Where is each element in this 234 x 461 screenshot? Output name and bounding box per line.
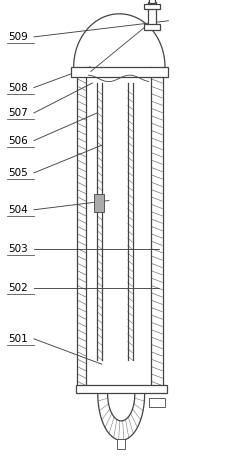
Bar (76, 385, 167, 393)
Bar (94, 194, 104, 212)
Text: 506: 506 (8, 136, 28, 146)
Bar (71, 67, 168, 77)
Text: 501: 501 (8, 334, 28, 344)
Bar (148, 2, 156, 28)
Bar (149, 0, 155, 3)
Bar (117, 439, 125, 449)
Text: 503: 503 (8, 244, 28, 254)
Text: 504: 504 (8, 205, 28, 215)
Text: 505: 505 (8, 168, 28, 178)
Bar (145, 4, 160, 9)
Text: 502: 502 (8, 283, 28, 293)
Bar (145, 24, 160, 30)
Text: 508: 508 (8, 83, 28, 93)
Bar (149, 398, 165, 407)
Text: 507: 507 (8, 108, 28, 118)
Text: 509: 509 (8, 32, 28, 42)
